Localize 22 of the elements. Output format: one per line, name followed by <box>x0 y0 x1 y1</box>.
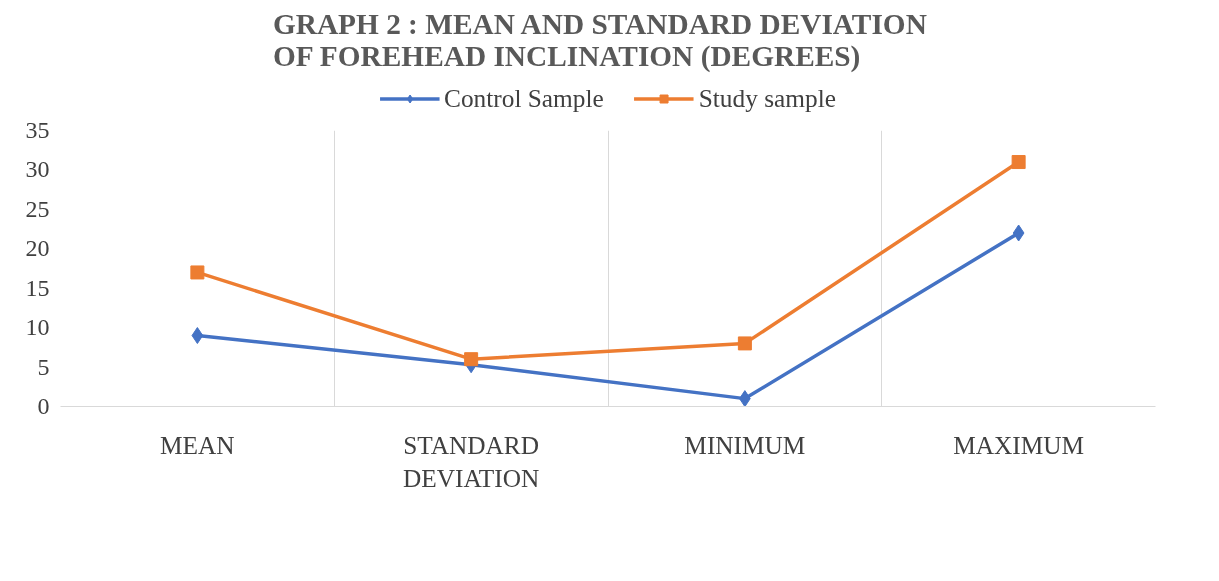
y-tick-label: 35 <box>25 117 50 143</box>
y-tick-label: 20 <box>25 235 50 262</box>
chart-title: GRAPH 2 : MEAN AND STANDARD DEVIATION OF FOREHEAD INCLINATION (DEGREES) <box>272 7 927 73</box>
point <box>1012 224 1025 242</box>
y-tick-label: 10 <box>25 314 50 341</box>
y-tick-label: 5 <box>37 353 50 380</box>
y-tick-label: 0 <box>37 393 50 419</box>
legend-label: Control Sample <box>444 83 604 113</box>
point <box>737 336 752 351</box>
point <box>739 390 751 407</box>
y-tick-label: 15 <box>25 274 50 301</box>
y-tick-label: 25 <box>25 195 50 222</box>
point <box>1011 155 1026 170</box>
point <box>190 265 205 280</box>
point <box>464 352 479 367</box>
x-tick-label: STANDARD DEVIATION <box>402 430 540 493</box>
y-tick-label: 30 <box>25 156 50 183</box>
x-tick-label: MINIMUM <box>684 430 806 459</box>
legend-label: Study sample <box>698 83 836 113</box>
x-tick-label: MAXIMUM <box>953 430 1085 459</box>
x-tick-label: MEAN <box>160 430 235 459</box>
point <box>191 327 204 345</box>
